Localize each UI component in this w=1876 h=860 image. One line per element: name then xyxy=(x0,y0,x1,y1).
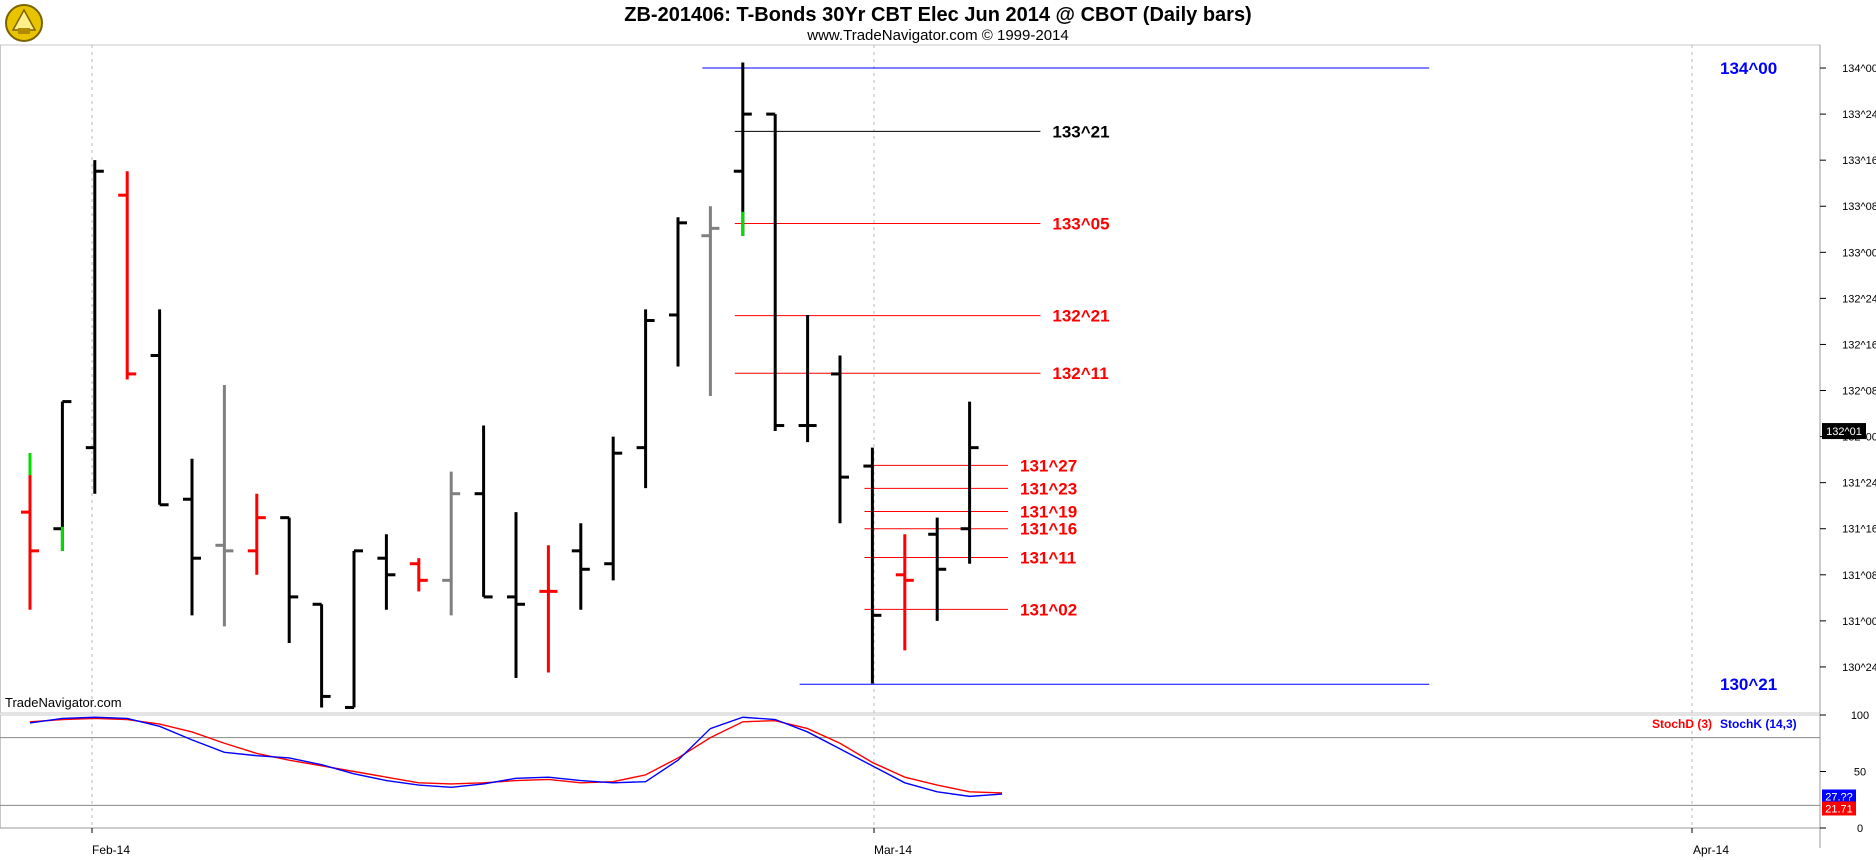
ohlc-bar xyxy=(150,309,169,507)
level-label: 131^19 xyxy=(1020,502,1077,521)
stoch-y-tick-label: 50 xyxy=(1854,767,1866,779)
y-tick-label: 133^08 xyxy=(1842,201,1876,213)
level-label: 132^11 xyxy=(1052,364,1108,383)
ohlc-bar xyxy=(766,112,785,432)
stoch-value-label: 21.71 xyxy=(1825,803,1853,815)
ohlc-bar xyxy=(960,401,979,564)
x-tick-label: Feb-14 xyxy=(92,843,130,857)
ohlc-bar xyxy=(247,493,266,575)
y-tick-label: 131^16 xyxy=(1842,524,1876,536)
ohlc-bar xyxy=(21,453,39,610)
ohlc-bar xyxy=(507,512,525,678)
ohlc-bar xyxy=(345,549,363,709)
ohlc-bar xyxy=(669,217,687,367)
level-label: 131^27 xyxy=(1020,456,1077,475)
ohlc-bar xyxy=(539,545,558,673)
stoch-value-tag xyxy=(1822,801,1856,816)
last-price-tag xyxy=(1822,423,1866,440)
ohlc-bar xyxy=(312,602,331,708)
stoch-series-line xyxy=(29,717,1003,794)
last-price-label: 132^01 xyxy=(1826,426,1862,438)
x-tick-label: Mar-14 xyxy=(874,843,912,857)
level-label: 131^16 xyxy=(1020,520,1077,539)
ohlc-bar xyxy=(733,62,752,236)
ohlc-bar xyxy=(831,355,849,524)
level-label: 134^00 xyxy=(1720,59,1777,78)
stoch-legend-d: StochD (3) xyxy=(1652,717,1712,731)
y-tick-label: 132^24 xyxy=(1842,293,1876,305)
ohlc-bar xyxy=(377,534,396,610)
level-label: 131^11 xyxy=(1020,549,1076,568)
ohlc-bar xyxy=(863,447,882,684)
watermark-label: TradeNavigator.com xyxy=(5,695,122,710)
ohlc-bar xyxy=(53,400,72,551)
stoch-y-tick-label: 0 xyxy=(1857,823,1863,835)
level-label: 131^23 xyxy=(1020,479,1077,498)
y-tick-label: 133^16 xyxy=(1842,155,1876,167)
y-tick-label: 132^08 xyxy=(1842,386,1876,398)
ohlc-bar xyxy=(895,534,914,651)
y-tick-label: 131^00 xyxy=(1842,616,1876,628)
stoch-value-label: 27.?? xyxy=(1825,791,1853,803)
ohlc-bar xyxy=(928,517,947,621)
ohlc-bar xyxy=(474,425,493,599)
y-tick-label: 131^24 xyxy=(1842,478,1876,490)
level-label: 130^21 xyxy=(1720,675,1777,694)
ohlc-bar xyxy=(280,516,299,643)
level-label: 132^21 xyxy=(1052,307,1109,326)
y-tick-label: 133^00 xyxy=(1842,247,1876,259)
stoch-series-line xyxy=(29,716,1003,798)
ohlc-bar xyxy=(798,314,817,443)
ohlc-bar xyxy=(85,160,104,494)
stoch-value-tag xyxy=(1822,789,1856,804)
y-tick-label: 134^00 xyxy=(1842,63,1876,75)
ohlc-bar xyxy=(571,523,590,610)
stoch-legend-k: StochK (14,3) xyxy=(1720,717,1797,731)
y-tick-label: 133^24 xyxy=(1842,109,1876,121)
y-tick-label: 130^24 xyxy=(1842,662,1876,674)
ohlc-bar xyxy=(604,436,623,581)
level-label: 133^05 xyxy=(1052,215,1109,234)
level-label: 133^21 xyxy=(1052,122,1109,141)
x-tick-label: Apr-14 xyxy=(1693,843,1729,857)
y-tick-label: 131^08 xyxy=(1842,570,1876,582)
stoch-y-tick-label: 100 xyxy=(1851,710,1869,722)
ohlc-bar xyxy=(183,458,201,616)
ohlc-bar xyxy=(636,309,655,489)
ohlc-bar xyxy=(442,471,461,616)
ohlc-bar xyxy=(409,558,428,592)
ohlc-bar xyxy=(215,384,234,627)
tradenavigator-logo-icon xyxy=(5,4,43,42)
y-tick-label: 132^16 xyxy=(1842,339,1876,351)
ohlc-bar xyxy=(118,171,137,380)
ohlc-bar xyxy=(701,206,720,397)
level-label: 131^02 xyxy=(1020,600,1077,619)
